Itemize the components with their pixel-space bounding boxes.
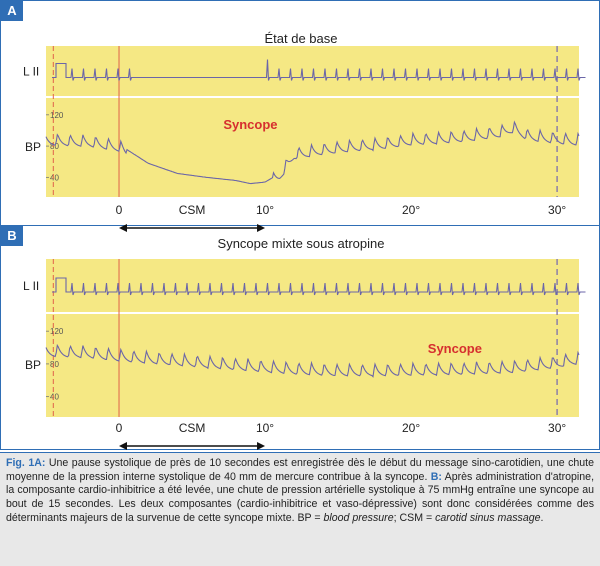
bp-label: BP [25,358,41,372]
y-tick-label: 40 [50,393,59,402]
ecg-panel [46,259,579,313]
caption-end: . [540,511,544,524]
caption-csm-term: carotid sinus massage [435,511,541,524]
syncope-annotation: Syncope [428,341,482,356]
y-tick-label: 40 [50,173,59,182]
bp-series-line [45,120,580,185]
chart-title: Syncope mixte sous atropine [218,236,385,251]
ecg-label: L II [23,279,39,293]
x-tick-label: 20° [402,203,420,217]
y-tick-label: 120 [50,111,64,120]
x-tick-label: 10° [256,203,274,217]
csm-arrow-left-head [119,442,128,450]
caption-b-label: B: [430,470,442,483]
figure: A B État de base L II BP 120 80 40 Syncope 0 10°… [0,0,600,450]
x-tick-label: 10° [256,421,274,435]
csm-label: CSM [179,421,206,435]
x-tick-label: 20° [402,421,420,435]
x-tick-label: 0 [116,421,123,435]
csm-arrow-right-head [257,442,266,450]
ecg-label: L II [23,65,39,79]
caption-fig-label: Fig. 1A: [6,457,46,469]
y-tick-label: 80 [50,142,59,151]
chart-canvas: État de base L II BP 120 80 40 Syncope 0 10° 20° 3… [23,31,586,450]
x-tick-label: 0 [116,203,123,217]
csm-arrow-right-head [257,224,266,232]
csm-arrow-left-head [119,224,128,232]
syncope-annotation: Syncope [223,117,277,132]
csm-label: CSM [179,203,206,217]
caption-sep: ; CSM = [393,511,436,524]
bp-series-line [45,343,580,378]
x-tick-label: 30° [548,421,566,435]
ecg-trace [52,59,586,81]
y-tick-label: 80 [50,360,59,369]
ecg-panel [46,46,579,97]
panel-label-b: B [1,226,23,246]
panel-divider [1,225,600,226]
caption-text-b: Après administration d'atropine, la comp… [6,470,595,524]
ecg-trace [52,277,586,296]
bp-label: BP [25,140,41,154]
chart-title: État de base [265,31,338,46]
y-tick-label: 120 [50,327,64,336]
caption-bp-term: blood pressure [323,511,394,524]
panel-label-a: A [1,1,23,21]
figure-caption: Fig. 1A: Une pause systolique de près de… [0,452,600,566]
x-tick-label: 30° [548,203,566,217]
caption-text-a: Une pause systolique de près de 10 secon… [6,457,595,483]
